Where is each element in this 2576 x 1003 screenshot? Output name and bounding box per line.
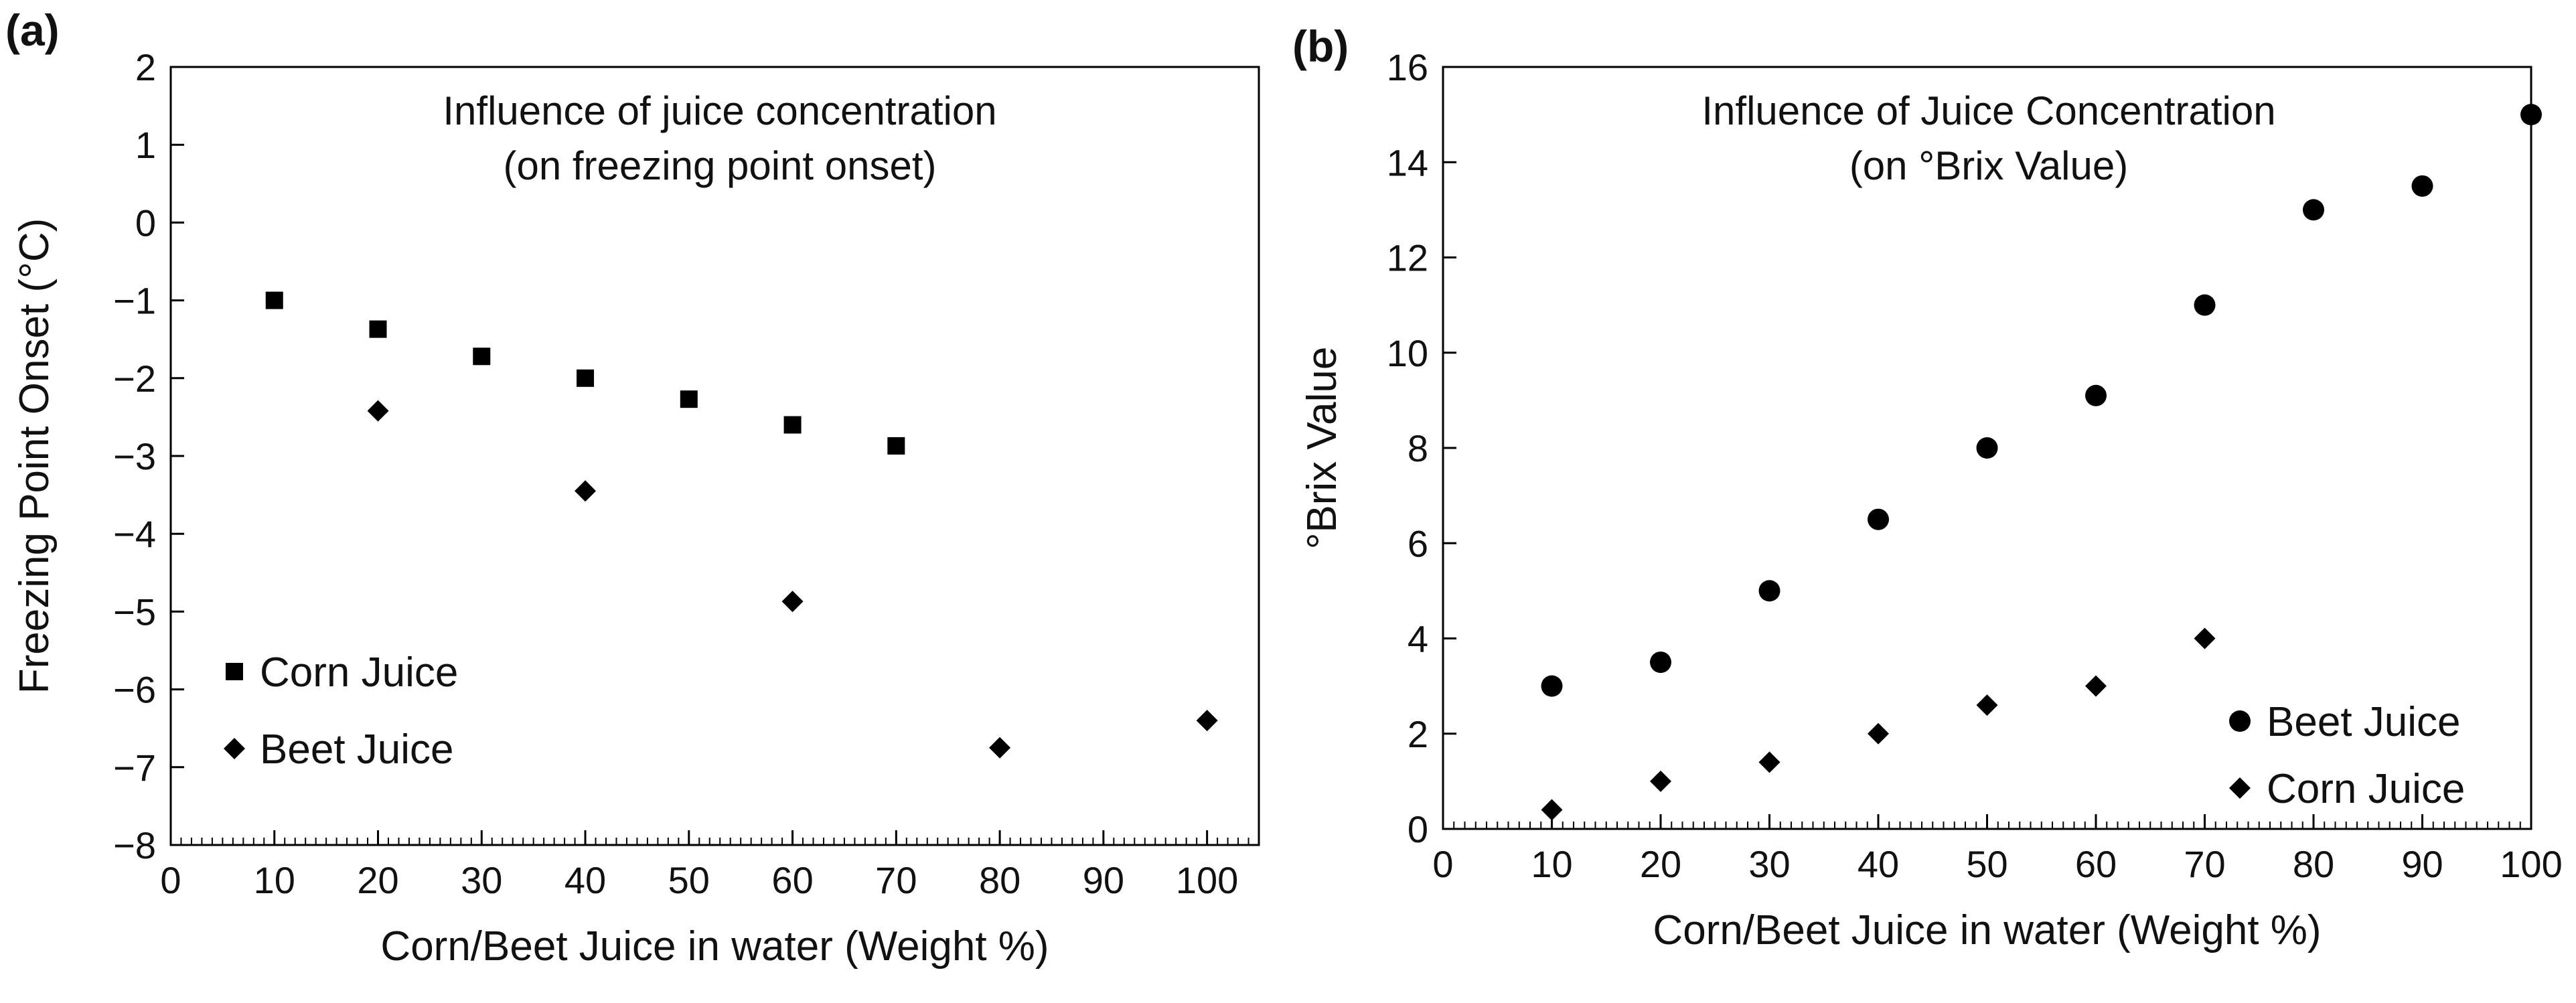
x-tick-label: 20	[1640, 843, 1681, 885]
x-tick-label: 40	[1858, 843, 1899, 885]
y-tick-label: 1	[135, 124, 156, 166]
x-tick-label: 90	[2401, 843, 2443, 885]
x-tick-label: 40	[564, 859, 606, 901]
data-point	[783, 416, 802, 434]
x-tick-label: 50	[668, 859, 710, 901]
data-point	[1976, 694, 1998, 716]
y-tick-label: −6	[113, 669, 156, 711]
data-point	[577, 369, 595, 387]
legend-label: Corn Juice	[260, 649, 458, 696]
data-point	[887, 437, 905, 455]
data-point	[1541, 799, 1563, 821]
panel-b: 0 10 20 30 40 50 60 70 80 90 100 0 2 4 6 8 10 12 14 16 (b) Co…	[1292, 21, 2563, 953]
data-point	[989, 737, 1011, 759]
data-point	[369, 320, 387, 338]
y-axis-title: Freezing Point Onset (°C)	[11, 218, 58, 694]
y-tick-label: 2	[1408, 713, 1428, 755]
chart-annotation: Influence of Juice Concentration	[1701, 88, 2275, 133]
y-tick-label: 0	[135, 202, 156, 244]
y-tick-label: 14	[1387, 141, 1428, 183]
data-point	[265, 291, 283, 309]
panel-a: 0 10 20 30 40 50 60 70 80 90 100 −8 −7 −6 −5 −4 −3 −2 −1 0 1…	[5, 5, 1260, 970]
data-point	[2303, 199, 2324, 221]
y-tick-label: 8	[1408, 427, 1428, 469]
data-point	[1868, 722, 1889, 745]
chart-annotation: Influence of juice concentration	[443, 88, 996, 133]
data-point	[1650, 651, 1671, 674]
x-axis-title: Corn/Beet Juice in water (Weight %)	[1653, 907, 2321, 953]
y-tick-label: −7	[113, 747, 156, 789]
y-tick-label: −5	[113, 591, 156, 633]
chart-annotation: (on °Brix Value)	[1849, 143, 2128, 188]
chart-annotation: (on freezing point onset)	[503, 143, 936, 188]
y-tick-label: −8	[113, 824, 156, 866]
y-tick-label: −4	[113, 513, 156, 555]
x-tick-label: 60	[2075, 843, 2117, 885]
x-tick-label: 30	[1748, 843, 1790, 885]
data-point	[1976, 437, 1998, 459]
y-tick-label: 10	[1387, 332, 1428, 374]
legend-marker	[224, 738, 245, 759]
y-tick-label: 16	[1387, 46, 1428, 88]
x-tick-label: 70	[875, 859, 917, 901]
data-point	[1196, 710, 1218, 732]
data-point	[1758, 580, 1781, 602]
x-tick-label: 0	[1432, 843, 1453, 885]
data-point	[1758, 751, 1781, 773]
legend-marker	[2229, 710, 2251, 732]
x-tick-label: 20	[357, 859, 398, 901]
data-point	[2194, 294, 2216, 316]
y-tick-label: −1	[113, 280, 156, 322]
panel-label: (b)	[1292, 21, 1349, 71]
x-tick-label: 70	[2184, 843, 2225, 885]
data-point	[1650, 770, 1671, 792]
data-point	[1541, 675, 1563, 697]
x-axis-title: Corn/Beet Juice in water (Weight %)	[380, 923, 1049, 970]
data-point	[680, 390, 698, 408]
y-tick-label: 4	[1408, 618, 1428, 660]
y-axis-title: °Brix Value	[1299, 347, 1345, 550]
data-point	[575, 480, 597, 502]
x-tick-label: 100	[1176, 859, 1238, 901]
legend-marker	[2229, 777, 2251, 799]
x-tick-label: 90	[1083, 859, 1124, 901]
y-tick-label: 0	[1408, 808, 1428, 850]
legend-label: Beet Juice	[2267, 699, 2461, 745]
data-point	[367, 400, 389, 422]
x-tick-label: 50	[1966, 843, 2007, 885]
x-tick-label: 30	[461, 859, 502, 901]
data-point	[473, 348, 491, 366]
data-point	[2520, 104, 2542, 126]
x-tick-label: 60	[771, 859, 813, 901]
panel-label: (a)	[5, 5, 60, 55]
y-tick-label: 2	[135, 46, 156, 88]
data-point	[2085, 675, 2107, 697]
x-tick-label: 0	[160, 859, 181, 901]
data-point	[2194, 627, 2216, 649]
y-tick-label: −2	[113, 358, 156, 400]
legend-label: Corn Juice	[2267, 766, 2465, 812]
x-tick-label: 100	[2500, 843, 2562, 885]
data-point	[2085, 384, 2107, 406]
x-tick-label: 80	[979, 859, 1020, 901]
x-tick-label: 10	[1531, 843, 1572, 885]
y-tick-label: 6	[1408, 522, 1428, 564]
data-point	[781, 591, 804, 613]
x-tick-label: 80	[2293, 843, 2334, 885]
y-tick-label: 12	[1387, 237, 1428, 279]
data-point	[2411, 175, 2433, 197]
y-tick-label: −3	[113, 435, 156, 477]
x-tick-label: 10	[254, 859, 295, 901]
legend-label: Beet Juice	[260, 726, 454, 773]
data-point	[1868, 508, 1889, 530]
legend-marker	[226, 663, 243, 680]
